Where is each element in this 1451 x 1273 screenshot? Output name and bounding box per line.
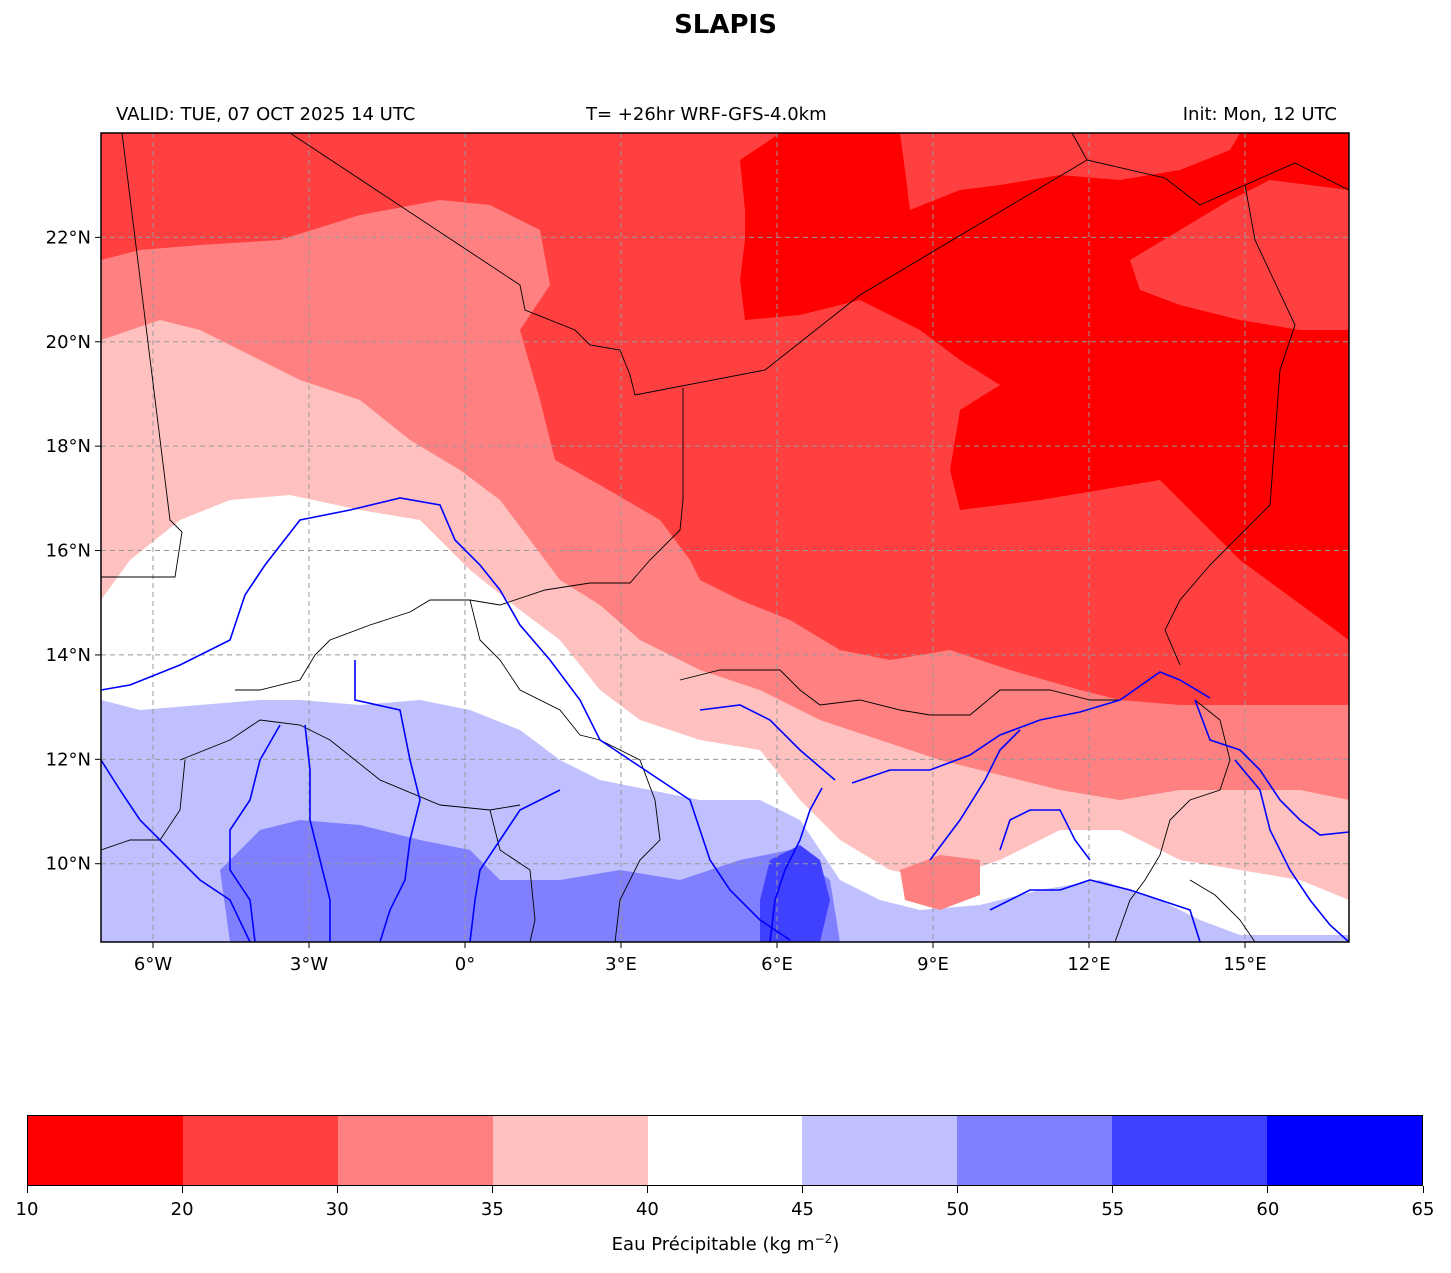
colorbar-bin-10-20 <box>28 1116 183 1185</box>
river-bani <box>101 759 251 942</box>
map-title: SLAPIS <box>674 10 777 40</box>
colorbar-tick-label: 65 <box>1411 1199 1435 1220</box>
colorbar-tick <box>646 1186 648 1193</box>
colorbar-tick-label: 40 <box>635 1199 659 1220</box>
river-niger <box>101 497 791 941</box>
colorbar-tick <box>1112 1186 1114 1193</box>
field-band-20-30-ne <box>900 133 1240 210</box>
lon-tick-label: 6°E <box>761 954 793 975</box>
border-togo-ghana <box>489 809 536 942</box>
colorbar-bin-45-50 <box>802 1116 958 1185</box>
colorbar-bin-60-65 <box>1267 1116 1423 1185</box>
border-mali-algeria <box>289 133 636 396</box>
river-oti <box>469 789 561 942</box>
field-band-20-30-north <box>1130 180 1349 330</box>
lon-tick-label: 9°E <box>917 954 949 975</box>
border-benin-nigeria <box>599 739 661 942</box>
colorbar-tick <box>957 1186 959 1193</box>
colorbar <box>27 1115 1423 1186</box>
colorbar-tick-label: 50 <box>946 1199 970 1220</box>
border-mali-niger <box>469 388 684 606</box>
colorbar-bin-30-35 <box>337 1116 493 1185</box>
field-band-50-55 <box>220 820 840 942</box>
lat-tick-label: 14°N <box>46 645 91 666</box>
colorbar-tick-label: 30 <box>325 1199 349 1220</box>
field-band-20-30-se-patch <box>900 855 980 910</box>
river-benue <box>989 879 1201 942</box>
colorbar-tick-label: 35 <box>480 1199 504 1220</box>
river-hadejia <box>929 729 1021 861</box>
river-volta-trib <box>304 724 331 942</box>
border-ghana-burkina <box>179 719 521 811</box>
colorbar-bin-20-30 <box>182 1116 338 1185</box>
river-sokoto <box>699 704 836 781</box>
river-komadugu <box>851 671 1211 784</box>
colorbar-tick-label: 55 <box>1101 1199 1125 1220</box>
precipitable-water-map: 6°W 3°W 0° 3°E 6°E 9°E 12°E 15°E 10°N 12°N 14°N 16… <box>46 132 1350 975</box>
colorbar-tick <box>802 1186 804 1193</box>
border-niger-chad <box>1164 184 1296 666</box>
colorbar-tick <box>336 1186 338 1193</box>
lat-tick-label: 20°N <box>46 332 91 353</box>
colorbar-tick <box>1422 1186 1424 1193</box>
lat-tick-label: 22°N <box>46 227 91 248</box>
init-time-label: Init: Mon, 12 UTC <box>1182 104 1337 125</box>
border-cameroon-chad <box>1189 879 1256 942</box>
valid-time-label: VALID: TUE, 07 OCT 2025 14 UTC <box>116 104 416 125</box>
colorbar-tick <box>181 1186 183 1193</box>
lon-tick-label: 12°E <box>1067 954 1110 975</box>
colorbar-tick <box>26 1186 28 1193</box>
border-mali-mauritania <box>101 133 183 578</box>
lon-tick-label: 6°W <box>134 954 172 975</box>
border-burkina-mali <box>235 599 470 691</box>
colorbar-tick <box>491 1186 493 1193</box>
longitude-axis: 6°W 3°W 0° 3°E 6°E 9°E 12°E 15°E <box>134 942 1267 975</box>
border-burkina-niger <box>469 599 601 741</box>
map-frame <box>100 132 1350 943</box>
lat-tick-label: 16°N <box>46 541 91 562</box>
lon-tick-label: 15°E <box>1223 954 1266 975</box>
border-niger-algeria <box>634 159 1088 396</box>
lat-tick-label: 12°N <box>46 749 91 770</box>
lon-tick-label: 3°E <box>605 954 637 975</box>
border-libya-algeria <box>1071 133 1349 206</box>
lat-tick-label: 10°N <box>46 854 91 875</box>
colorbar-title: Eau Précipitable (kg m−2) <box>611 1232 840 1255</box>
colorbar-bin-55-60 <box>1112 1116 1268 1185</box>
river-gongola <box>999 809 1091 861</box>
country-borders <box>101 133 1349 942</box>
river-logone <box>1194 699 1349 836</box>
border-nigeria-cameroon <box>1114 699 1231 942</box>
colorbar-bin-35-40 <box>492 1116 648 1185</box>
lon-tick-label: 0° <box>455 954 475 975</box>
rivers <box>101 497 1349 942</box>
colorbar-tick <box>1267 1186 1269 1193</box>
river-kaduna <box>769 787 823 942</box>
colorbar-tick-label: 60 <box>1256 1199 1280 1220</box>
river-black-volta <box>229 724 281 942</box>
colorbar-bin-50-55 <box>957 1116 1113 1185</box>
lat-tick-label: 18°N <box>46 436 91 457</box>
colorbar-tick-label: 10 <box>15 1199 39 1220</box>
latitude-axis: 10°N 12°N 14°N 16°N 18°N 20°N 22°N <box>46 227 101 875</box>
river-white-volta <box>354 660 421 942</box>
forecast-run-label: T= +26hr WRF-GFS-4.0km <box>586 104 827 125</box>
lon-tick-label: 3°W <box>290 954 328 975</box>
border-niger-nigeria <box>679 669 1120 716</box>
river-chari <box>1234 759 1349 942</box>
colorbar-tick-label: 20 <box>170 1199 194 1220</box>
map-field <box>101 133 1349 942</box>
colorbar-tick-label: 45 <box>791 1199 814 1220</box>
colorbar-bin-40-45 <box>647 1116 803 1185</box>
